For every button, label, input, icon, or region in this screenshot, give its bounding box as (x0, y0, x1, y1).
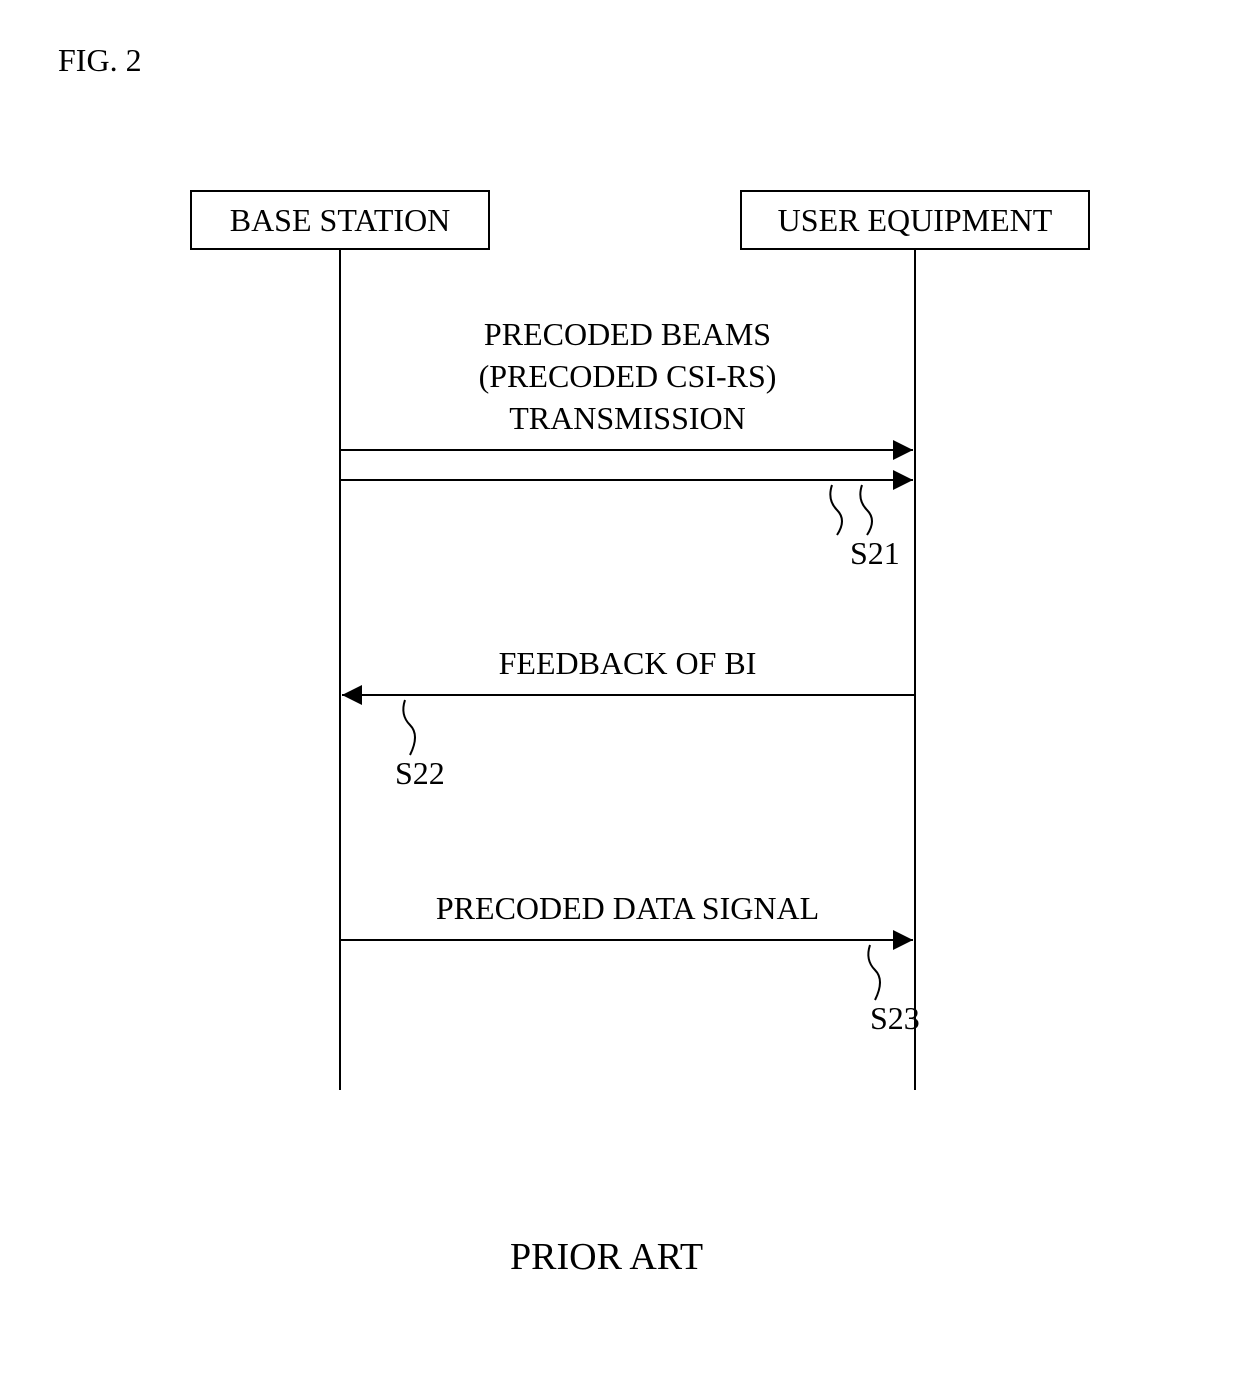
m2-label: FEEDBACK OF BI (340, 645, 915, 682)
user-equipment-box: USER EQUIPMENT (740, 190, 1090, 250)
footer-label: PRIOR ART (510, 1235, 703, 1279)
m1-tilde-2 (860, 485, 872, 535)
user-equipment-label: USER EQUIPMENT (778, 202, 1053, 238)
base-station-label: BASE STATION (230, 202, 451, 238)
m1-step: S21 (850, 535, 900, 572)
m3-tilde (868, 945, 880, 1000)
base-station-box: BASE STATION (190, 190, 490, 250)
m1-label-line1: PRECODED BEAMS (340, 316, 915, 353)
m2-step: S22 (395, 755, 445, 792)
m3-step: S23 (870, 1000, 920, 1037)
m1-label-line2: (PRECODED CSI-RS) (340, 358, 915, 395)
m3-label: PRECODED DATA SIGNAL (340, 890, 915, 927)
m2-tilde (403, 700, 415, 755)
m1-tilde-1 (830, 485, 842, 535)
figure-label: FIG. 2 (58, 42, 142, 79)
diagram-canvas: FIG. 2 BASE STATION USER EQUIPMENT (0, 0, 1240, 1377)
m1-label-line3: TRANSMISSION (340, 400, 915, 437)
